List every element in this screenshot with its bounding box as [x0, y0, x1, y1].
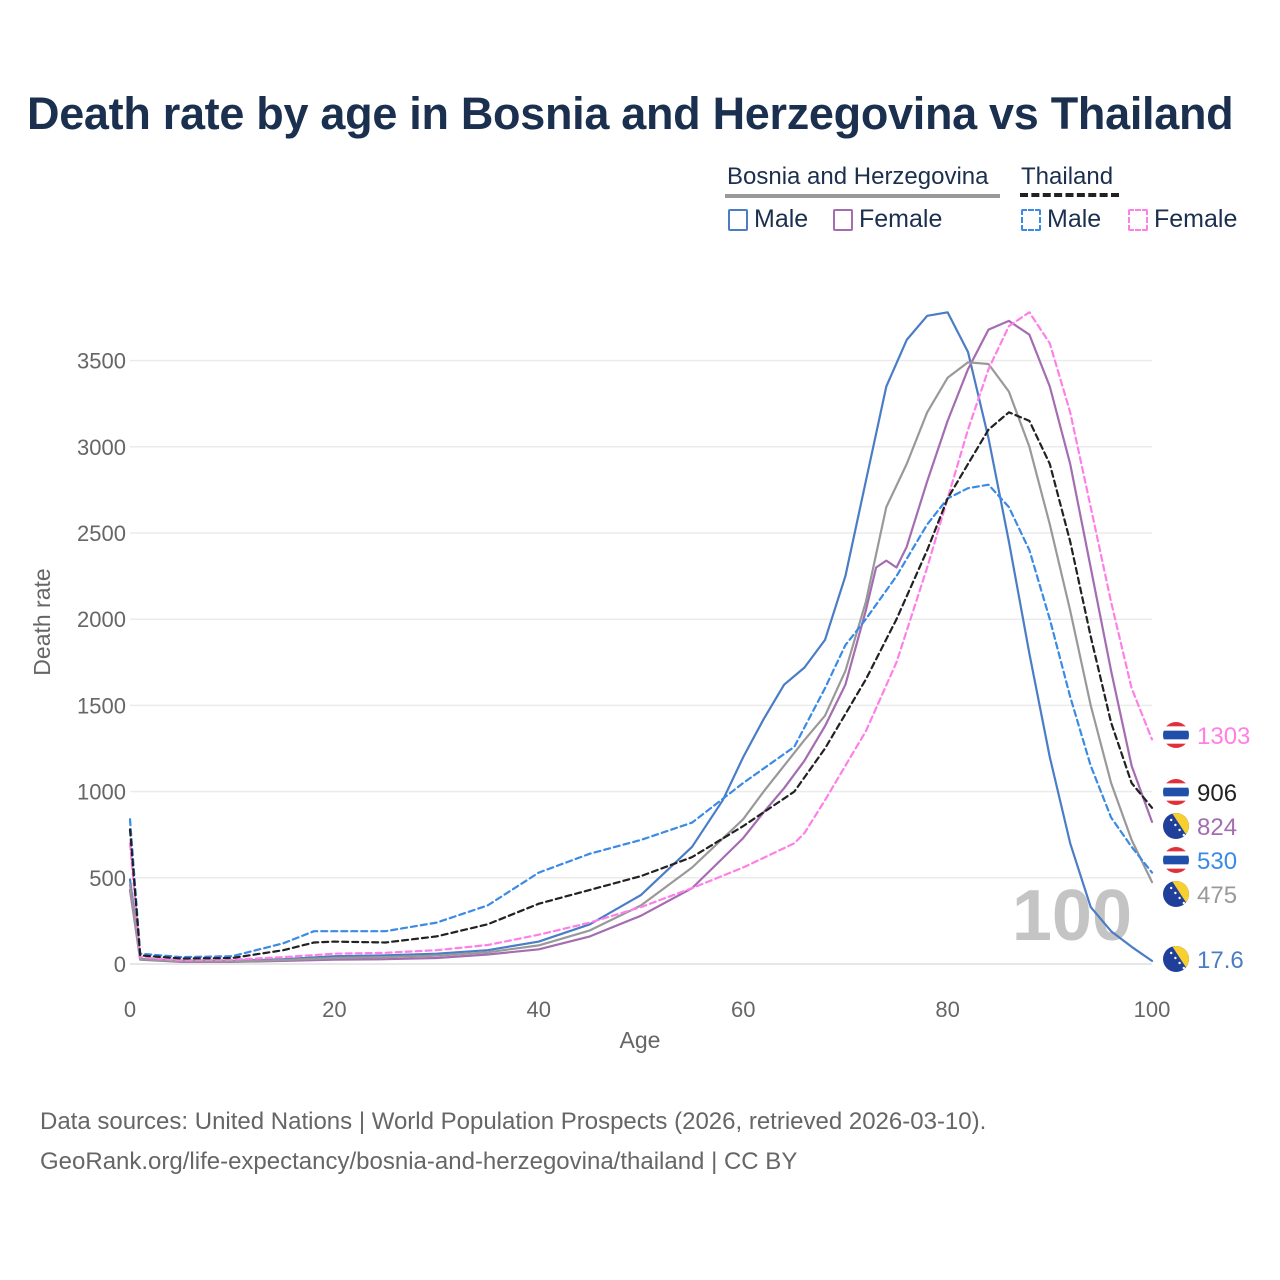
x-tick-label: 20 [322, 997, 346, 1022]
legend-underline-thailand [1020, 193, 1119, 197]
legend-item-thailand-female[interactable]: Female [1128, 205, 1237, 234]
death-rate-chart: 0 500 1000 1500 2000 2500 3000 3500 0 20 40 60 80 10… [29, 311, 1250, 1053]
legend-item-thailand-male[interactable]: Male [1021, 205, 1101, 234]
legend-item-bosnia-male[interactable]: Male [728, 205, 808, 234]
thailand-flag-icon [1163, 847, 1189, 873]
y-tick-label: 1000 [77, 780, 126, 805]
end-label-value: 530 [1197, 848, 1237, 875]
legend-label: Female [859, 205, 943, 233]
series-line-thailand-total[interactable] [128, 411, 1154, 960]
thailand-flag-icon [1163, 779, 1189, 805]
bosnia-flag-icon [1163, 946, 1189, 972]
series-lines [128, 311, 1154, 964]
series-line-bosnia-and-herzegovina-female[interactable] [128, 319, 1154, 964]
end-label-value: 824 [1197, 814, 1237, 841]
legend-item-bosnia-female[interactable]: Female [833, 205, 942, 234]
chart-title: Death rate by age in Bosnia and Herzegov… [27, 88, 1234, 139]
x-tick-label: 60 [731, 997, 755, 1022]
series-line-thailand-male[interactable] [128, 483, 1154, 959]
bosnia-flag-icon [1163, 881, 1189, 907]
x-tick-label: 0 [124, 997, 136, 1022]
end-labels: 1303 906 824 530 475 17.6 [1163, 722, 1250, 974]
series-line-thailand-female[interactable] [128, 311, 1154, 962]
gridlines [130, 359, 1152, 965]
series-line-bosnia-and-herzegovina-male[interactable] [128, 311, 1154, 963]
thailand-flag-icon [1163, 722, 1189, 748]
y-axis-ticks: 0 500 1000 1500 2000 2500 3000 3500 [77, 349, 126, 977]
x-tick-label: 40 [527, 997, 551, 1022]
end-label-group: 17.6 [1163, 946, 1244, 974]
legend-label: Male [1047, 205, 1102, 233]
legend-swatch-dashed-blue [1021, 208, 1041, 231]
end-label-group: 1303 [1163, 722, 1250, 750]
year-annotation: 100 [1012, 876, 1132, 956]
source-line-1: Data sources: United Nations | World Pop… [40, 1108, 987, 1135]
y-tick-label: 500 [89, 866, 126, 891]
legend-label: Male [754, 205, 809, 233]
legend-label: Female [1154, 205, 1238, 233]
end-label-value: 1303 [1197, 723, 1250, 750]
y-tick-label: 3000 [77, 435, 126, 460]
x-tick-label: 80 [935, 997, 959, 1022]
legend-group-thailand: Thailand [1021, 163, 1114, 190]
legend-underline-bosnia [725, 194, 1000, 198]
end-label-group: 475 [1163, 881, 1237, 909]
bosnia-flag-icon [1163, 813, 1189, 839]
series-line-bosnia-and-herzegovina-total[interactable] [128, 361, 1154, 963]
source-line-2[interactable]: GeoRank.org/life-expectancy/bosnia-and-h… [40, 1148, 798, 1175]
legend-swatch-dashed-pink [1128, 208, 1148, 231]
y-tick-label: 1500 [77, 693, 126, 718]
y-tick-label: 0 [114, 952, 126, 977]
y-tick-label: 2000 [77, 607, 126, 632]
x-axis-title: Age [620, 1027, 661, 1053]
y-axis-title: Death rate [29, 568, 55, 675]
legend-swatch-solid-blue [728, 208, 748, 231]
y-tick-label: 2500 [77, 521, 126, 546]
legend-group-bosnia: Bosnia and Herzegovina [727, 163, 989, 190]
end-label-group: 530 [1163, 847, 1237, 875]
end-label-value: 17.6 [1197, 947, 1244, 974]
legend-swatch-solid-purple [833, 208, 853, 231]
end-label-group: 824 [1163, 813, 1237, 841]
x-tick-label: 100 [1134, 997, 1171, 1022]
end-label-group: 906 [1163, 779, 1237, 807]
y-tick-label: 3500 [77, 349, 126, 374]
x-axis-ticks: 0 20 40 60 80 100 [124, 997, 1170, 1022]
end-label-value: 475 [1197, 882, 1237, 909]
end-label-value: 906 [1197, 780, 1237, 807]
